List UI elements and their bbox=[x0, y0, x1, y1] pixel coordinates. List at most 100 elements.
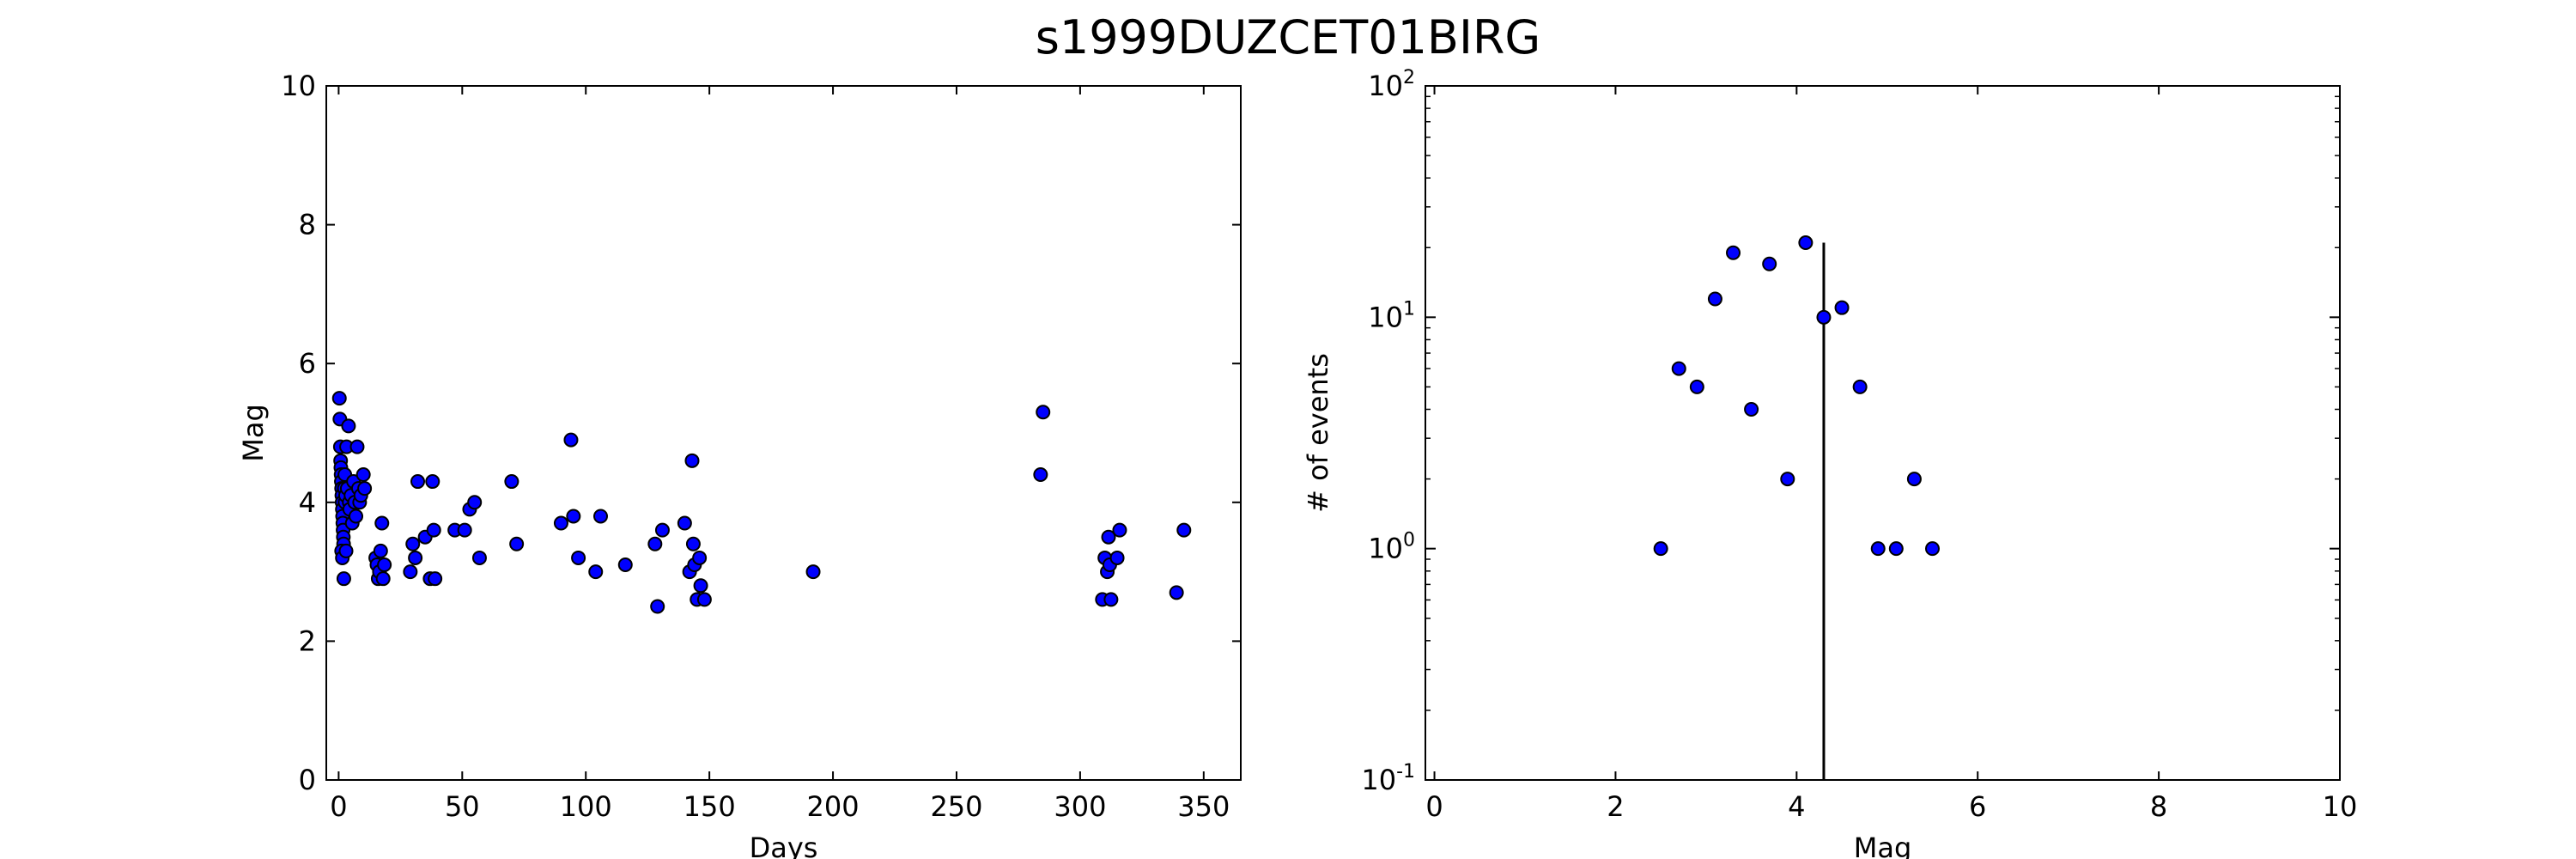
data-point bbox=[1671, 361, 1686, 376]
x-tick-label: 4 bbox=[1788, 790, 1805, 823]
data-point bbox=[685, 536, 701, 551]
y-axis-label: Mag bbox=[237, 404, 270, 462]
data-point bbox=[1870, 541, 1886, 557]
data-point bbox=[1112, 522, 1127, 538]
data-point bbox=[650, 599, 665, 614]
data-point bbox=[617, 557, 633, 573]
x-tick-label: 2 bbox=[1607, 790, 1624, 823]
data-point bbox=[471, 550, 487, 565]
data-point bbox=[1798, 235, 1814, 251]
data-point bbox=[357, 481, 373, 497]
data-point bbox=[563, 432, 579, 448]
x-tick-label: 300 bbox=[1054, 790, 1106, 823]
data-point bbox=[1924, 541, 1940, 557]
data-point bbox=[341, 418, 356, 434]
x-axis-label: Mag bbox=[1854, 832, 1912, 859]
x-tick-label: 10 bbox=[2323, 790, 2358, 823]
data-point bbox=[1744, 402, 1759, 417]
data-point bbox=[647, 536, 663, 551]
data-point bbox=[1852, 379, 1868, 394]
data-point bbox=[426, 522, 441, 538]
y-axis-label: # of events bbox=[1302, 353, 1334, 513]
data-point bbox=[457, 522, 472, 538]
x-tick-label: 0 bbox=[330, 790, 347, 823]
y-tick-label: 4 bbox=[299, 486, 316, 519]
data-point bbox=[1762, 256, 1777, 271]
data-point bbox=[338, 543, 354, 558]
data-point bbox=[805, 564, 821, 580]
data-point bbox=[349, 439, 365, 454]
data-point bbox=[408, 550, 423, 565]
y-tick-label: 101 bbox=[1368, 298, 1415, 333]
data-point bbox=[1834, 300, 1850, 315]
y-tick-label: 0 bbox=[299, 764, 316, 796]
x-axis-label: Days bbox=[750, 832, 818, 859]
y-tick-label: 100 bbox=[1368, 530, 1415, 565]
data-point bbox=[593, 509, 608, 524]
data-point bbox=[349, 509, 364, 524]
data-point bbox=[373, 543, 388, 558]
data-point bbox=[377, 557, 392, 573]
data-point bbox=[684, 453, 700, 468]
data-point bbox=[1109, 550, 1125, 565]
y-tick-label: 10-1 bbox=[1361, 761, 1415, 796]
y-tick-label: 10 bbox=[281, 70, 316, 102]
data-point bbox=[336, 571, 351, 587]
data-point bbox=[375, 571, 391, 587]
data-point bbox=[504, 474, 519, 490]
data-point bbox=[1707, 291, 1722, 307]
data-point bbox=[467, 495, 483, 510]
data-point bbox=[696, 592, 712, 607]
y-tick-label: 102 bbox=[1368, 67, 1415, 102]
data-point bbox=[428, 571, 443, 587]
x-tick-label: 350 bbox=[1177, 790, 1230, 823]
data-point bbox=[677, 515, 692, 531]
data-point bbox=[1033, 466, 1048, 482]
data-point bbox=[374, 515, 390, 531]
x-tick-label: 0 bbox=[1425, 790, 1443, 823]
data-point bbox=[331, 391, 347, 406]
data-point bbox=[654, 522, 670, 538]
plot-frame bbox=[1425, 85, 2341, 781]
data-point bbox=[1888, 541, 1904, 557]
data-point bbox=[405, 536, 421, 551]
data-point bbox=[403, 564, 418, 580]
data-point bbox=[588, 564, 604, 580]
data-point bbox=[692, 550, 708, 565]
data-point bbox=[1101, 529, 1116, 545]
x-tick-label: 150 bbox=[683, 790, 736, 823]
figure-title: s1999DUZCET01BIRG bbox=[1035, 10, 1541, 64]
y-tick-label: 2 bbox=[299, 624, 316, 657]
plot-frame bbox=[325, 85, 1242, 781]
data-point bbox=[1169, 585, 1184, 600]
data-point bbox=[566, 509, 581, 524]
x-tick-label: 100 bbox=[560, 790, 612, 823]
data-point bbox=[571, 550, 586, 565]
data-point bbox=[425, 474, 440, 490]
data-point bbox=[1780, 472, 1795, 487]
chart-magnitude-vs-days: 0 50 100 150 200 250 300 350 0 2 4 6 8 10 Days Mag bbox=[237, 70, 1242, 859]
data-point bbox=[1689, 379, 1704, 394]
x-tick-label: 8 bbox=[2150, 790, 2167, 823]
data-point bbox=[410, 474, 425, 490]
data-point bbox=[693, 578, 708, 594]
data-point bbox=[1036, 405, 1051, 420]
data-point bbox=[1176, 522, 1192, 538]
data-point bbox=[1726, 245, 1741, 260]
y-tick-label: 8 bbox=[299, 209, 316, 241]
x-tick-label: 50 bbox=[445, 790, 480, 823]
data-point bbox=[1103, 592, 1119, 607]
data-point bbox=[1816, 309, 1832, 325]
data-point bbox=[553, 515, 568, 531]
data-point bbox=[1653, 541, 1668, 557]
data-point bbox=[355, 466, 371, 482]
y-tick-label: 6 bbox=[299, 347, 316, 380]
data-point bbox=[509, 536, 525, 551]
x-tick-label: 6 bbox=[1969, 790, 1986, 823]
data-point bbox=[1906, 472, 1922, 487]
x-tick-label: 250 bbox=[930, 790, 982, 823]
chart-events-vs-magnitude: 0 2 4 6 8 10 10-1 100 101 102 Mag # of events bbox=[1302, 67, 2357, 859]
x-tick-label: 200 bbox=[807, 790, 860, 823]
